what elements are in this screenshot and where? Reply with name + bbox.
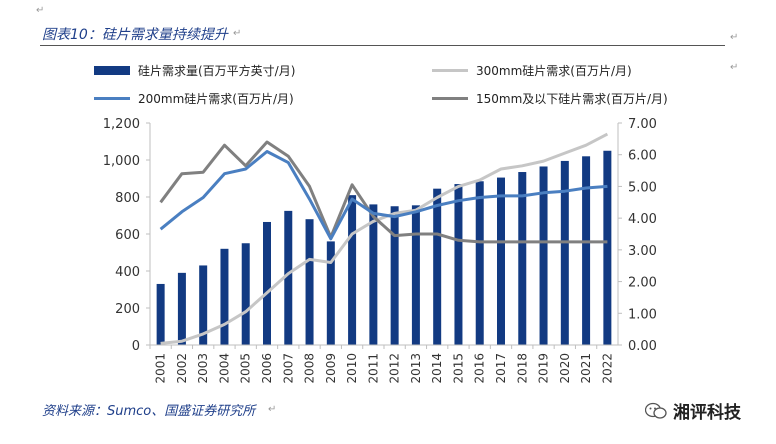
right-tick-label: 6.00	[628, 149, 657, 164]
x-tick-label: 2019	[537, 353, 551, 384]
bar-2002	[177, 272, 186, 345]
line-200mm	[159, 150, 608, 241]
left-tick-label: 800	[115, 191, 140, 206]
bar-2001	[156, 283, 165, 345]
left-tick-label: 200	[115, 302, 140, 317]
x-tick-label: 2008	[303, 353, 317, 384]
watermark: 湘评科技	[645, 398, 741, 423]
left-tick-label: 1,200	[103, 117, 140, 132]
x-tick-label: 2017	[494, 353, 508, 384]
legend-200mm: 200mm硅片需求(百万片/月)	[94, 90, 294, 107]
chart-title: 图表10：硅片需求量持续提升	[42, 27, 228, 43]
legend-bars-swatch	[94, 66, 130, 75]
source-note: 资料来源：Sumco、国盛证券研究所	[42, 404, 256, 419]
bar-2017	[497, 177, 505, 345]
x-tick-label: 2001	[154, 353, 168, 384]
bar-2022	[603, 150, 612, 345]
x-tick-label: 2007	[281, 353, 295, 384]
x-tick-label: 2010	[345, 353, 359, 384]
legend-150mm-swatch	[432, 97, 468, 100]
return-mark: ↵	[36, 5, 45, 16]
bar-2018	[518, 172, 527, 345]
bar-2016	[475, 181, 484, 345]
line-150mm	[159, 140, 608, 244]
x-tick-label: 2013	[409, 353, 423, 384]
x-tick-label: 2002	[175, 353, 189, 384]
x-tick-label: 2003	[196, 353, 210, 384]
right-tick-label: 3.00	[628, 244, 657, 259]
line-300mm	[160, 132, 609, 345]
legend-150mm-label: 150mm及以下硅片需求(百万片/月)	[476, 92, 668, 106]
bar-2006	[263, 221, 271, 345]
bar-2005	[241, 243, 250, 345]
x-tick-label: 2021	[579, 353, 593, 384]
x-tick-label: 2020	[558, 353, 572, 384]
return-mark: ↵	[233, 28, 242, 39]
legend-150mm: 150mm及以下硅片需求(百万片/月)	[432, 90, 668, 107]
return-mark: ↵	[730, 62, 739, 73]
legend-bars-label: 硅片需求量(百万平方英寸/月)	[138, 64, 296, 78]
right-tick-label: 2.00	[628, 276, 657, 291]
bar-2011	[369, 204, 378, 345]
x-tick-label: 2022	[600, 353, 614, 384]
bar-2020	[560, 160, 569, 345]
bar-2014	[433, 188, 442, 345]
bar-2021	[582, 156, 591, 345]
bar-2013	[411, 205, 420, 345]
title-rule	[40, 45, 725, 46]
watermark-text: 湘评科技	[673, 403, 741, 423]
right-tick-label: 4.00	[628, 212, 657, 227]
wechat-icon	[645, 402, 667, 419]
x-tick-label: 2004	[217, 353, 231, 384]
return-mark: ↵	[268, 404, 277, 415]
x-tick-label: 2009	[324, 353, 338, 384]
x-tick-label: 2014	[430, 353, 444, 384]
bar-2008	[305, 219, 314, 345]
bar-2004	[220, 248, 229, 345]
right-tick-label: 5.00	[628, 180, 657, 195]
left-tick-label: 400	[115, 265, 140, 280]
bar-2019	[539, 166, 548, 345]
legend-300mm-swatch	[432, 69, 468, 72]
x-tick-label: 2015	[451, 353, 465, 384]
x-tick-label: 2012	[388, 353, 402, 384]
x-tick-label: 2018	[515, 353, 529, 384]
x-tick-label: 2005	[239, 353, 253, 384]
left-tick-label: 0	[132, 339, 140, 354]
bar-2007	[284, 210, 293, 345]
legend-200mm-swatch	[94, 97, 130, 100]
right-tick-label: 7.00	[628, 117, 657, 132]
legend-bars: 硅片需求量(百万平方英寸/月)	[94, 62, 295, 79]
left-tick-label: 600	[115, 228, 140, 243]
x-tick-label: 2016	[473, 353, 487, 384]
legend-300mm-label: 300mm硅片需求(百万片/月)	[476, 64, 632, 78]
bar-2009	[326, 241, 335, 345]
legend-300mm: 300mm硅片需求(百万片/月)	[432, 62, 632, 79]
x-tick-label: 2011	[366, 353, 380, 384]
bar-2015	[454, 184, 463, 345]
x-tick-label: 2006	[260, 353, 274, 384]
bar-2003	[199, 265, 208, 345]
bar-2012	[390, 206, 399, 345]
bar-2010	[348, 195, 357, 345]
legend-200mm-label: 200mm硅片需求(百万片/月)	[138, 92, 294, 106]
right-tick-label: 1.00	[628, 307, 657, 322]
right-tick-label: 0.00	[628, 339, 657, 354]
left-tick-label: 1,000	[103, 154, 140, 169]
return-mark: ↵	[730, 32, 739, 43]
